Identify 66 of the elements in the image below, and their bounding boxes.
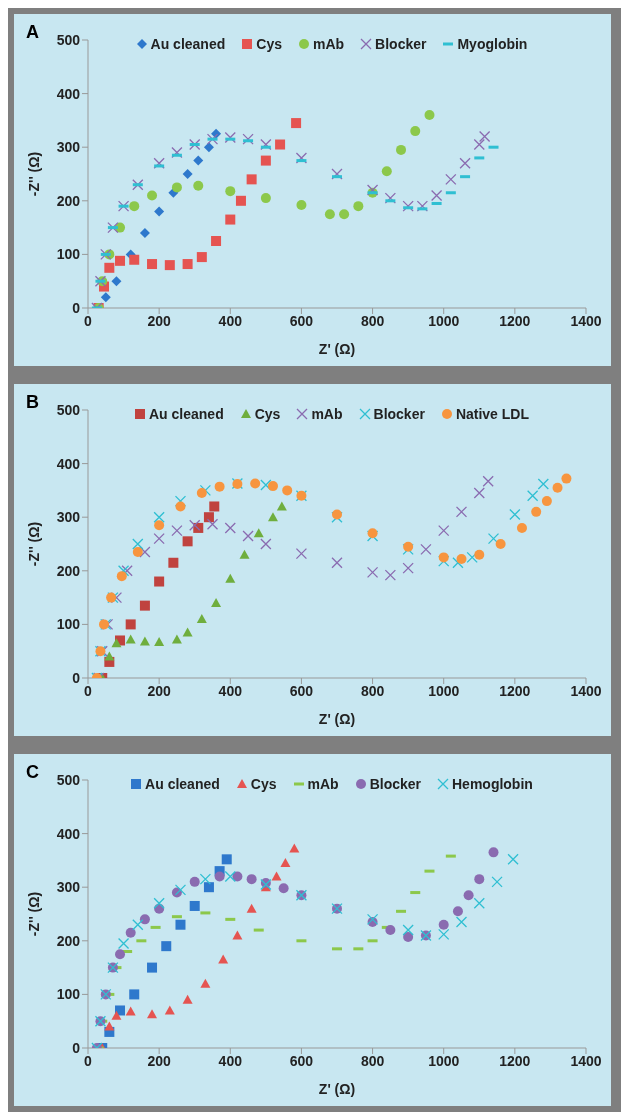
y-tick-label: 500 <box>56 401 81 418</box>
x-axis-title: Z' (Ω) <box>318 1081 356 1097</box>
y-tick-label: 200 <box>56 562 81 579</box>
x-tick-label: 1200 <box>499 312 531 329</box>
legend-label: Myoglobin <box>457 36 528 52</box>
x-axis-title: Z' (Ω) <box>318 711 356 727</box>
y-tick-label: 100 <box>56 616 81 633</box>
legend-label: Cys <box>254 406 281 422</box>
y-axis-title: -Z'' (Ω) <box>25 891 42 937</box>
y-tick-label: 300 <box>56 879 81 896</box>
x-tick-label: 0 <box>84 312 93 329</box>
x-tick-label: 1000 <box>428 1052 460 1069</box>
chart-title: A <box>26 22 39 43</box>
legend-label: Au cleaned <box>150 36 226 52</box>
x-tick-label: 400 <box>218 1052 243 1069</box>
x-tick-label: 1000 <box>428 312 460 329</box>
x-tick-label: 1200 <box>499 1052 531 1069</box>
y-axis-title: -Z'' (Ω) <box>25 151 42 197</box>
x-tick-label: 600 <box>289 312 314 329</box>
y-tick-label: 0 <box>72 1039 81 1056</box>
legend-label: Au cleaned <box>145 776 220 792</box>
x-tick-label: 800 <box>360 1052 385 1069</box>
y-tick-label: 100 <box>56 986 81 1003</box>
x-tick-label: 200 <box>147 1052 172 1069</box>
x-tick-label: 1400 <box>570 312 602 329</box>
x-tick-label: 400 <box>218 312 243 329</box>
x-tick-label: 1000 <box>428 682 460 699</box>
legend-label: Native LDL <box>455 406 529 422</box>
x-tick-label: 0 <box>84 682 93 699</box>
x-tick-label: 600 <box>289 1052 314 1069</box>
legend-label: Blocker <box>369 776 421 792</box>
y-tick-label: 300 <box>56 139 81 156</box>
legend-label: Blocker <box>375 36 427 52</box>
chart-title: B <box>26 392 39 413</box>
x-tick-label: 1400 <box>570 682 602 699</box>
y-tick-label: 400 <box>56 455 81 472</box>
x-tick-label: 200 <box>147 312 172 329</box>
chart-title: C <box>26 762 39 783</box>
legend-label: Cys <box>250 776 277 792</box>
legend-label: mAb <box>312 36 345 52</box>
x-tick-label: 0 <box>84 1052 93 1069</box>
legend-label: Blocker <box>373 406 425 422</box>
legend-label: Cys <box>256 36 282 52</box>
legend-label: Au cleaned <box>149 406 224 422</box>
y-tick-label: 300 <box>56 509 81 526</box>
x-tick-label: 1400 <box>570 1052 602 1069</box>
x-axis-title: Z' (Ω) <box>318 341 356 357</box>
x-tick-label: 400 <box>218 682 243 699</box>
x-tick-label: 800 <box>360 312 385 329</box>
x-tick-label: 1200 <box>499 682 531 699</box>
y-tick-label: 400 <box>56 85 81 102</box>
legend-label: mAb <box>311 406 343 422</box>
x-tick-label: 600 <box>289 682 314 699</box>
x-tick-label: 800 <box>360 682 385 699</box>
legend-label: Hemoglobin <box>451 776 533 792</box>
y-tick-label: 0 <box>72 669 81 686</box>
x-tick-label: 200 <box>147 682 172 699</box>
y-tick-label: 0 <box>72 299 81 316</box>
y-tick-label: 100 <box>56 246 81 263</box>
y-tick-label: 500 <box>56 31 81 48</box>
legend-label: mAb <box>307 776 339 792</box>
y-tick-label: 500 <box>56 771 81 788</box>
y-tick-label: 200 <box>56 932 81 949</box>
y-tick-label: 400 <box>56 825 81 842</box>
y-tick-label: 200 <box>56 192 81 209</box>
y-axis-title: -Z'' (Ω) <box>25 521 42 567</box>
